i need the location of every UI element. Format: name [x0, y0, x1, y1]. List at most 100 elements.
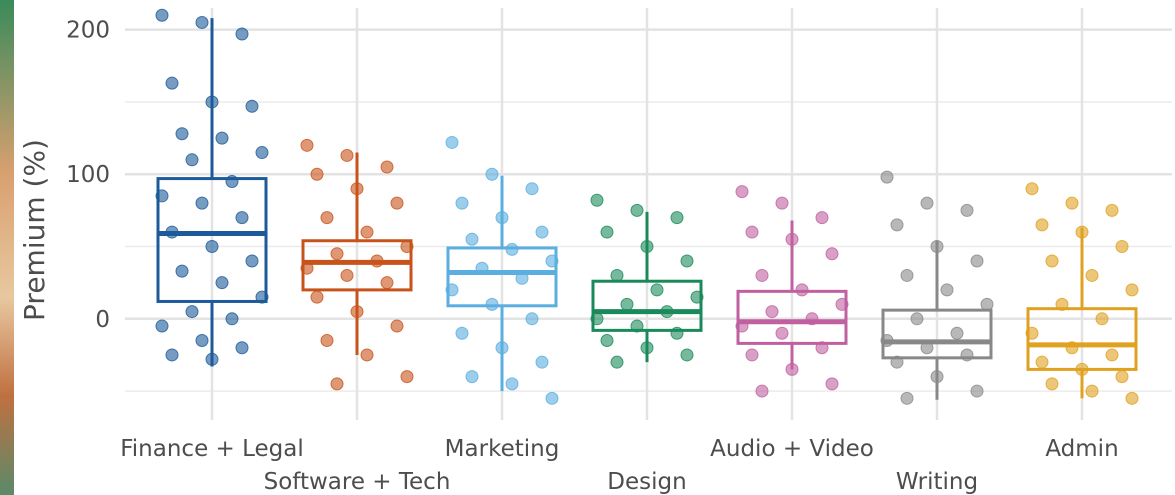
data-point — [680, 254, 694, 268]
data-point — [400, 370, 414, 384]
data-point — [940, 283, 954, 297]
data-point — [775, 326, 789, 340]
data-point — [650, 283, 664, 297]
data-point — [680, 348, 694, 362]
x-tick-label: Audio + Video — [710, 436, 874, 462]
data-point — [1115, 370, 1129, 384]
data-point — [1085, 384, 1099, 398]
data-point — [310, 290, 324, 304]
data-point — [390, 319, 404, 333]
data-point — [455, 196, 469, 210]
data-point — [1035, 355, 1049, 369]
data-point — [255, 146, 269, 160]
data-point — [330, 247, 344, 261]
data-point — [1125, 391, 1139, 405]
x-tick-label: Marketing — [445, 436, 560, 462]
data-point — [880, 170, 894, 184]
data-point — [545, 391, 559, 405]
data-point — [1105, 348, 1119, 362]
data-point — [465, 370, 479, 384]
x-tick-label: Finance + Legal — [120, 436, 304, 462]
data-point — [245, 99, 259, 113]
data-point — [205, 240, 219, 254]
data-point — [1035, 218, 1049, 232]
data-point — [360, 225, 374, 239]
data-point — [1085, 268, 1099, 282]
data-point — [525, 182, 539, 196]
data-point — [195, 15, 209, 29]
data-point — [600, 225, 614, 239]
data-point — [970, 254, 984, 268]
y-tick-label: 0 — [95, 307, 110, 333]
data-point — [1095, 312, 1109, 326]
data-point — [815, 211, 829, 225]
data-point — [630, 203, 644, 217]
data-point — [970, 384, 984, 398]
box — [881, 308, 993, 360]
data-point — [195, 196, 209, 210]
data-point — [535, 225, 549, 239]
data-point — [380, 160, 394, 174]
data-point — [610, 268, 624, 282]
data-point — [960, 203, 974, 217]
x-tick-label: Writing — [896, 469, 978, 495]
data-point — [765, 305, 779, 319]
data-point — [485, 167, 499, 181]
box — [591, 279, 703, 332]
data-point — [610, 355, 624, 369]
data-point — [620, 297, 634, 311]
data-point — [175, 264, 189, 278]
data-point — [755, 268, 769, 282]
data-point — [155, 319, 169, 333]
background-fragment — [0, 0, 14, 495]
data-point — [330, 377, 344, 391]
data-point — [225, 312, 239, 326]
data-point — [590, 193, 604, 207]
box — [301, 239, 413, 292]
data-point — [340, 148, 354, 162]
data-point — [320, 333, 334, 347]
data-point — [980, 297, 994, 311]
data-point — [755, 384, 769, 398]
data-point — [670, 211, 684, 225]
data-point — [465, 232, 479, 246]
data-point — [185, 305, 199, 319]
y-axis-title: Premium (%) — [18, 139, 51, 321]
data-point — [1045, 254, 1059, 268]
data-point — [155, 8, 169, 22]
data-point — [1115, 240, 1129, 254]
data-point — [735, 185, 749, 199]
data-point — [175, 127, 189, 141]
data-point — [195, 333, 209, 347]
data-point — [300, 138, 314, 152]
data-point — [950, 326, 964, 340]
data-point — [535, 355, 549, 369]
box — [736, 289, 848, 345]
data-point — [165, 76, 179, 90]
data-point — [745, 225, 759, 239]
data-point — [890, 218, 904, 232]
box — [1026, 307, 1138, 371]
y-tick-label: 200 — [66, 18, 110, 44]
data-point — [1125, 283, 1139, 297]
data-point — [1105, 203, 1119, 217]
data-point — [825, 247, 839, 261]
data-point — [600, 333, 614, 347]
x-tick-label: Admin — [1045, 436, 1118, 462]
data-point — [360, 348, 374, 362]
data-point — [505, 377, 519, 391]
data-point — [1065, 196, 1079, 210]
box — [156, 177, 268, 303]
data-point — [910, 312, 924, 326]
y-tick-label: 100 — [66, 162, 110, 188]
data-point — [340, 268, 354, 282]
data-point — [310, 167, 324, 181]
data-point — [215, 131, 229, 145]
data-point — [900, 391, 914, 405]
data-point — [900, 268, 914, 282]
data-point — [320, 211, 334, 225]
x-tick-label: Design — [607, 469, 686, 495]
data-point — [455, 326, 469, 340]
